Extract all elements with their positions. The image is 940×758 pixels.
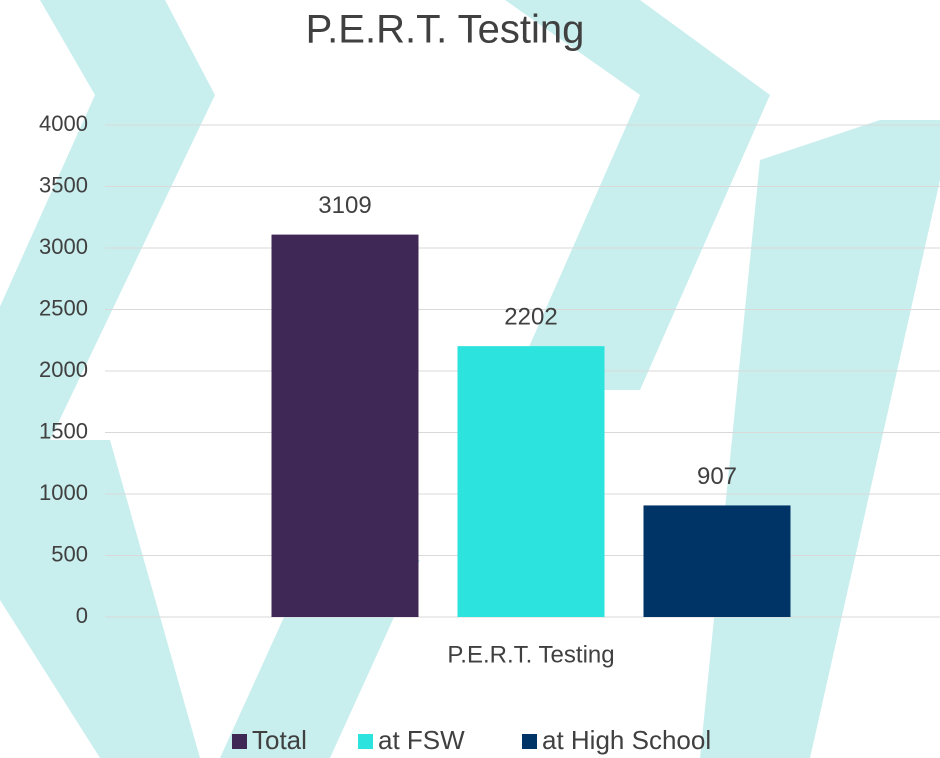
chevron xyxy=(505,0,770,390)
data-label: 907 xyxy=(697,463,737,490)
legend-label: at High School xyxy=(542,725,711,755)
y-tick-label: 4000 xyxy=(39,111,88,136)
chart-title: P.E.R.T. Testing xyxy=(306,8,585,52)
chevron xyxy=(700,120,940,758)
y-tick-label: 500 xyxy=(51,541,88,566)
y-tick-label: 1000 xyxy=(39,480,88,505)
y-tick-label: 2000 xyxy=(39,357,88,382)
legend-label: at FSW xyxy=(378,725,465,755)
bar xyxy=(457,346,605,617)
y-tick-label: 0 xyxy=(76,603,88,628)
chevron xyxy=(0,440,200,758)
bar xyxy=(643,505,791,617)
data-label: 2202 xyxy=(504,303,557,330)
legend-swatch xyxy=(232,734,247,749)
chevron xyxy=(0,0,215,440)
y-tick-label: 2500 xyxy=(39,295,88,320)
legend-swatch xyxy=(522,734,537,749)
y-tick-label: 1500 xyxy=(39,418,88,443)
y-tick-label: 3500 xyxy=(39,172,88,197)
legend-swatch xyxy=(358,734,373,749)
legend-label: Total xyxy=(252,725,307,755)
x-tick-label: P.E.R.T. Testing xyxy=(447,641,614,668)
y-tick-label: 3000 xyxy=(39,234,88,259)
bar xyxy=(271,234,419,617)
data-label: 3109 xyxy=(318,192,371,219)
